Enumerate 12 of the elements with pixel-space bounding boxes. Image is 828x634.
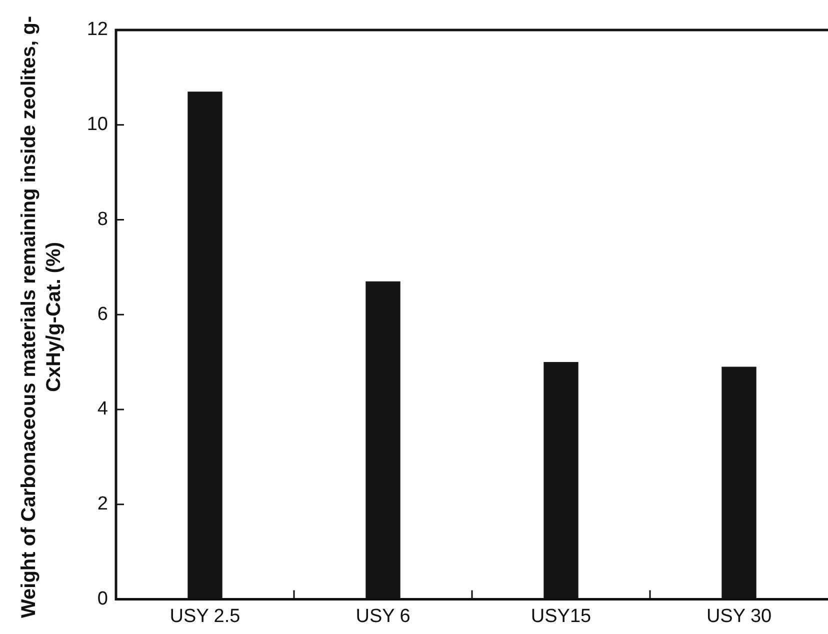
y-tick-label: 8 xyxy=(97,208,108,230)
y-tick-label: 0 xyxy=(97,588,108,610)
x-tick-label: USY 6 xyxy=(356,606,410,627)
y-tick-label: 10 xyxy=(86,114,108,136)
y-tick-label: 12 xyxy=(86,19,108,40)
y-tick-label: 4 xyxy=(97,398,108,420)
x-tick-label: USY 30 xyxy=(706,606,772,627)
x-tick-label: USY15 xyxy=(530,606,592,627)
y-tick-label: 6 xyxy=(97,304,108,325)
y-axis-title: Weight of Carbonaceous materials remaining inside zeolites, g-CxHy/g-Cat. (%) xyxy=(17,15,66,620)
y-tick-label: 2 xyxy=(97,494,108,515)
x-tick-label: USY 2.5 xyxy=(170,606,240,627)
